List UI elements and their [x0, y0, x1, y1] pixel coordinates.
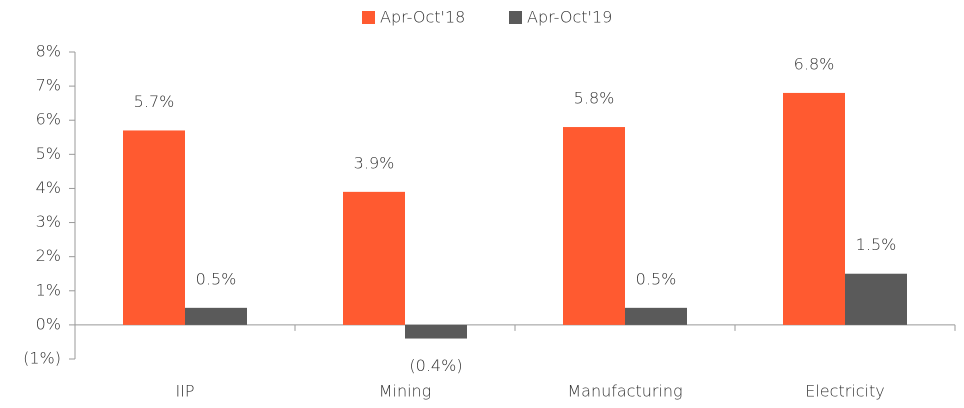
- x-tick-label: Mining: [379, 382, 432, 401]
- value-label: 5.7%: [134, 92, 175, 111]
- x-tick-label: Manufacturing: [567, 382, 682, 401]
- legend-swatch: [362, 11, 375, 24]
- bar: [783, 92, 845, 325]
- bar: [563, 127, 625, 325]
- value-label: 3.9%: [354, 153, 395, 172]
- y-tick-label: 4%: [36, 178, 61, 197]
- legend-label: Apr-Oct'18: [380, 8, 465, 27]
- y-tick-label: 7%: [36, 76, 61, 95]
- y-tick-label: (1%): [23, 349, 61, 368]
- y-tick-label: 2%: [36, 246, 61, 265]
- value-label: (0.4%): [409, 356, 462, 375]
- y-tick-label: 6%: [36, 110, 61, 129]
- value-label: 5.8%: [574, 89, 615, 108]
- bar: [625, 307, 687, 325]
- bar: [405, 324, 467, 339]
- y-tick-label: 8%: [36, 42, 61, 61]
- value-label: 1.5%: [856, 235, 897, 254]
- bar: [185, 307, 247, 325]
- y-tick-label: 3%: [36, 212, 61, 231]
- legend-label: Apr-Oct'19: [527, 8, 612, 27]
- y-tick-label: 1%: [36, 280, 61, 299]
- y-tick-label: 0%: [36, 314, 61, 333]
- value-label: 0.5%: [636, 269, 677, 288]
- bar: [845, 273, 907, 325]
- legend-swatch: [509, 11, 522, 24]
- value-label: 0.5%: [196, 269, 237, 288]
- x-tick-label: Electricity: [805, 382, 884, 401]
- bar: [123, 130, 185, 325]
- y-tick-label: 5%: [36, 144, 61, 163]
- value-label: 6.8%: [794, 54, 835, 73]
- x-tick-label: IIP: [175, 382, 194, 401]
- bar: [343, 191, 405, 325]
